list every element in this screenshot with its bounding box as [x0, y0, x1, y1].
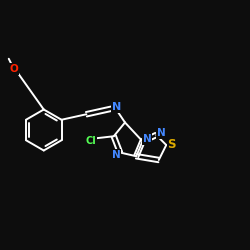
- Text: S: S: [168, 138, 176, 151]
- Text: N: N: [112, 102, 122, 112]
- Text: N: N: [157, 128, 166, 138]
- Text: N: N: [112, 150, 120, 160]
- Text: Cl: Cl: [86, 136, 97, 146]
- Text: N: N: [142, 134, 152, 144]
- Text: O: O: [10, 64, 18, 74]
